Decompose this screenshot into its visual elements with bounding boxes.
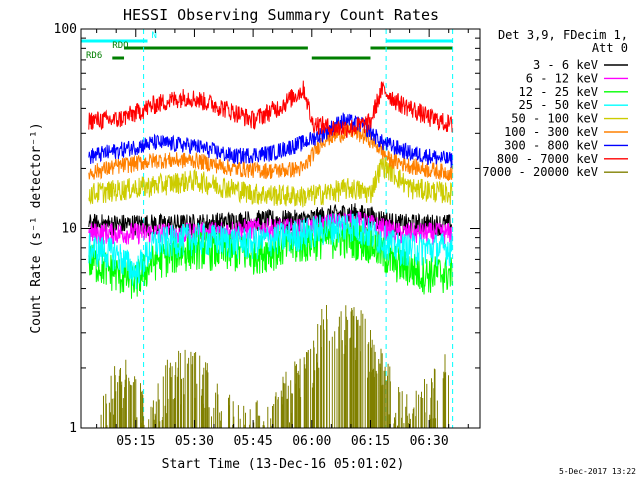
legend-label: 100 - 300 keV [504,125,598,139]
legend-label: 50 - 100 keV [511,112,598,126]
y-tick-label: 10 [61,222,77,237]
chart-title: HESSI Observing Summary Count Rates [123,6,439,24]
legend-label: 3 - 6 keV [533,58,598,72]
x-tick-label: 05:15 [116,434,155,449]
y-axis-label: Count Rate (s⁻¹ detector⁻¹) [29,122,44,333]
series-trace-100-300kev [88,123,453,181]
legend-label: 6 - 12 keV [526,71,598,85]
y-tick-label: 100 [54,22,77,37]
legend-header-line: Att 0 [592,41,628,55]
series-trace-50-100kev [88,156,453,208]
series-trace-25-50kev [88,213,453,290]
legend-label: 7000 - 20000 keV [482,165,598,179]
flag-label-rd6: RD6 [86,51,102,61]
footer-date: 5-Dec-2017 13:22 [559,467,636,476]
legend-label: 300 - 800 keV [504,138,598,152]
x-tick-label: 05:30 [175,434,214,449]
x-tick-label: 06:00 [292,434,331,449]
x-tick-label: 06:15 [351,434,390,449]
legend-label: 800 - 7000 keV [497,152,598,166]
legend-label: 25 - 50 keV [519,98,598,112]
legend-label: 12 - 25 keV [519,85,598,99]
y-tick-label: 1 [69,421,77,436]
plot-area: N RDO RD6 [81,29,454,428]
legend-header-line: Det 3,9, FDecim 1, [498,28,628,42]
x-axis-label: Start Time (13-Dec-16 05:01:02) [162,457,405,472]
series-trace-800-7000kev [88,80,453,138]
flag-label-n: N [152,31,157,41]
series-trace-7000-20000kev [100,305,449,428]
plot-axes: 05:15 05:30 05:45 06:00 06:15 06:30 1 10 100 [54,22,481,449]
x-tick-label: 06:30 [410,434,449,449]
series-trace-300-800kev [88,112,453,168]
x-tick-label: 05:45 [234,434,273,449]
flag-label-rdo: RDO [112,41,128,51]
